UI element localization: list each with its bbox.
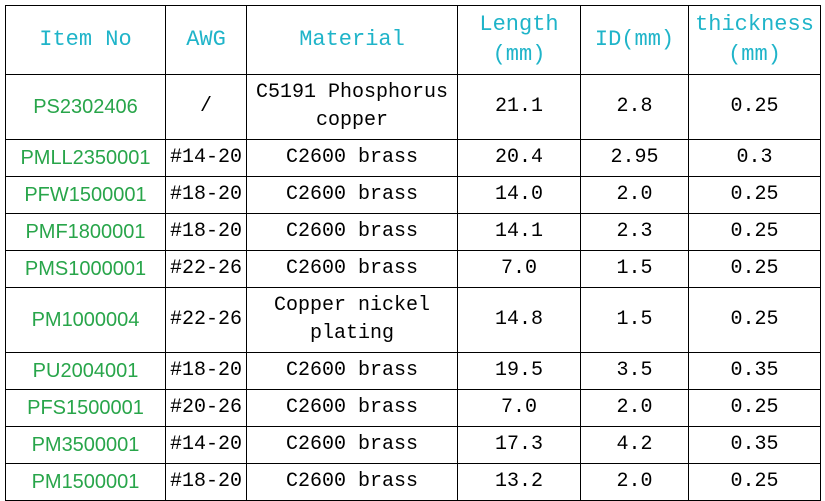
table-cell: #20-26 <box>165 389 247 427</box>
table-cell: #18-20 <box>165 463 247 501</box>
table-row: PM1000004 #22-26 Copper nickel plating 14.8… <box>5 287 821 353</box>
table-cell: 20.4 <box>457 139 581 177</box>
table-cell: 4.2 <box>580 426 689 464</box>
table-cell: 3.5 <box>580 352 689 390</box>
table-cell: #18-20 <box>165 213 247 251</box>
table-cell: C2600 brass <box>246 426 458 464</box>
table-row: PFW1500001 #18-20 C2600 brass 14.0 2.0 0.25 <box>5 176 821 214</box>
page: {"table": { "header": ["Item No", "AWG",… <box>5 5 821 501</box>
table-cell: 0.35 <box>688 352 821 390</box>
item-no-cell: PM3500001 <box>5 426 166 464</box>
header-row: Item No AWG Material Length (mm) ID(mm) thick… <box>5 5 821 75</box>
table-cell: 19.5 <box>457 352 581 390</box>
header-cell: Material <box>246 5 458 75</box>
item-no-cell: PM1000004 <box>5 287 166 353</box>
header-cell: ID(mm) <box>580 5 689 75</box>
table-cell: C2600 brass <box>246 352 458 390</box>
header-cell: AWG <box>165 5 247 75</box>
table-cell: 2.95 <box>580 139 689 177</box>
header-cell: Item No <box>5 5 166 75</box>
table-row: PM1500001 #18-20 C2600 brass 13.2 2.0 0.25 <box>5 463 821 501</box>
table-cell: 7.0 <box>457 389 581 427</box>
table-cell: 0.25 <box>688 389 821 427</box>
table-cell: #22-26 <box>165 287 247 353</box>
table-cell: 2.3 <box>580 213 689 251</box>
item-no-cell: PM1500001 <box>5 463 166 501</box>
table-cell: C2600 brass <box>246 213 458 251</box>
header-cell: Length (mm) <box>457 5 581 75</box>
table-cell: 0.25 <box>688 250 821 288</box>
table-row: PFS1500001 #20-26 C2600 brass 7.0 2.0 0.25 <box>5 389 821 427</box>
table-cell: 0.25 <box>688 176 821 214</box>
item-no-cell: PFS1500001 <box>5 389 166 427</box>
table-cell: Copper nickel plating <box>246 287 458 353</box>
table-row: PMLL2350001 #14-20 C2600 brass 20.4 2.95 0.3 <box>5 139 821 177</box>
table-cell: 1.5 <box>580 287 689 353</box>
table-cell: 14.0 <box>457 176 581 214</box>
table-row: PU2004001 #18-20 C2600 brass 19.5 3.5 0.35 <box>5 352 821 390</box>
table-cell: #18-20 <box>165 176 247 214</box>
item-no-cell: PS2302406 <box>5 74 166 140</box>
table-cell: 14.8 <box>457 287 581 353</box>
table-cell: #22-26 <box>165 250 247 288</box>
table-cell: C2600 brass <box>246 139 458 177</box>
table-cell: 0.25 <box>688 74 821 140</box>
table-cell: 1.5 <box>580 250 689 288</box>
table-cell: C2600 brass <box>246 463 458 501</box>
table-cell: / <box>165 74 247 140</box>
table-cell: 7.0 <box>457 250 581 288</box>
table-body: PS2302406/C5191 Phosphorus copper 21.1 2.8… <box>5 74 821 501</box>
table-cell: 0.25 <box>688 213 821 251</box>
item-no-cell: PMF1800001 <box>5 213 166 251</box>
table-cell: 0.3 <box>688 139 821 177</box>
table-cell: #14-20 <box>165 139 247 177</box>
item-no-cell: PFW1500001 <box>5 176 166 214</box>
item-no-cell: PU2004001 <box>5 352 166 390</box>
table-cell: 0.35 <box>688 426 821 464</box>
item-no-cell: PMS1000001 <box>5 250 166 288</box>
table-cell: C2600 brass <box>246 176 458 214</box>
table-cell: 2.8 <box>580 74 689 140</box>
table-cell: #18-20 <box>165 352 247 390</box>
table-cell: 21.1 <box>457 74 581 140</box>
table-row: PS2302406/C5191 Phosphorus copper 21.1 2.8… <box>5 74 821 140</box>
table-cell: 0.25 <box>688 463 821 501</box>
table-cell: 14.1 <box>457 213 581 251</box>
table-row: PM3500001 #14-20 C2600 brass 17.3 4.2 0.35 <box>5 426 821 464</box>
table-cell: #14-20 <box>165 426 247 464</box>
table-row: PMF1800001 #18-20 C2600 brass 14.1 2.3 0.25 <box>5 213 821 251</box>
table-cell: 17.3 <box>457 426 581 464</box>
table-cell: 0.25 <box>688 287 821 353</box>
table-cell: C2600 brass <box>246 250 458 288</box>
table-header: Item No AWG Material Length (mm) ID(mm) thick… <box>5 5 821 75</box>
table-cell: 2.0 <box>580 176 689 214</box>
table-row: PMS1000001 #22-26 C2600 brass 7.0 1.5 0.25 <box>5 250 821 288</box>
table-cell: C2600 brass <box>246 389 458 427</box>
table-cell: 2.0 <box>580 463 689 501</box>
header-cell: thickness (mm) <box>688 5 821 75</box>
table-cell: C5191 Phosphorus copper <box>246 74 458 140</box>
item-no-cell: PMLL2350001 <box>5 139 166 177</box>
table-cell: 13.2 <box>457 463 581 501</box>
table-cell: 2.0 <box>580 389 689 427</box>
spec-table: Item No AWG Material Length (mm) ID(mm) thick… <box>5 5 821 501</box>
